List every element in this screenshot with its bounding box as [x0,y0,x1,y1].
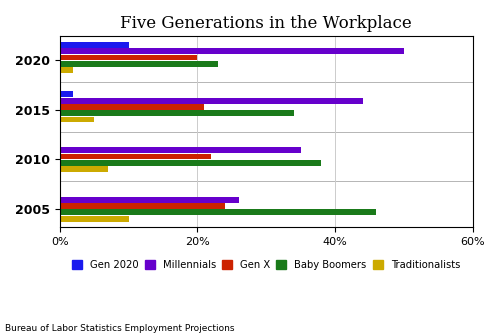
Bar [60,166,108,172]
Legend: Gen 2020, Millennials, Gen X, Baby Boomers, Traditionalists: Gen 2020, Millennials, Gen X, Baby Boome… [70,257,463,273]
Text: Bureau of Labor Statistics Employment Projections: Bureau of Labor Statistics Employment Pr… [5,324,234,333]
Bar [60,98,362,104]
Bar [60,67,74,73]
Bar [60,55,198,60]
Bar [60,42,128,48]
Bar [60,61,218,67]
Bar [60,216,128,221]
Bar [60,117,94,123]
Bar [60,154,211,160]
Bar [60,197,238,202]
Bar [60,209,376,215]
Bar [60,48,404,54]
Title: Five Generations in the Workplace: Five Generations in the Workplace [120,15,412,32]
Bar [60,104,204,110]
Bar [60,203,225,209]
Bar [60,110,294,116]
Bar [60,147,300,153]
Bar [60,91,74,97]
Bar [60,160,322,166]
